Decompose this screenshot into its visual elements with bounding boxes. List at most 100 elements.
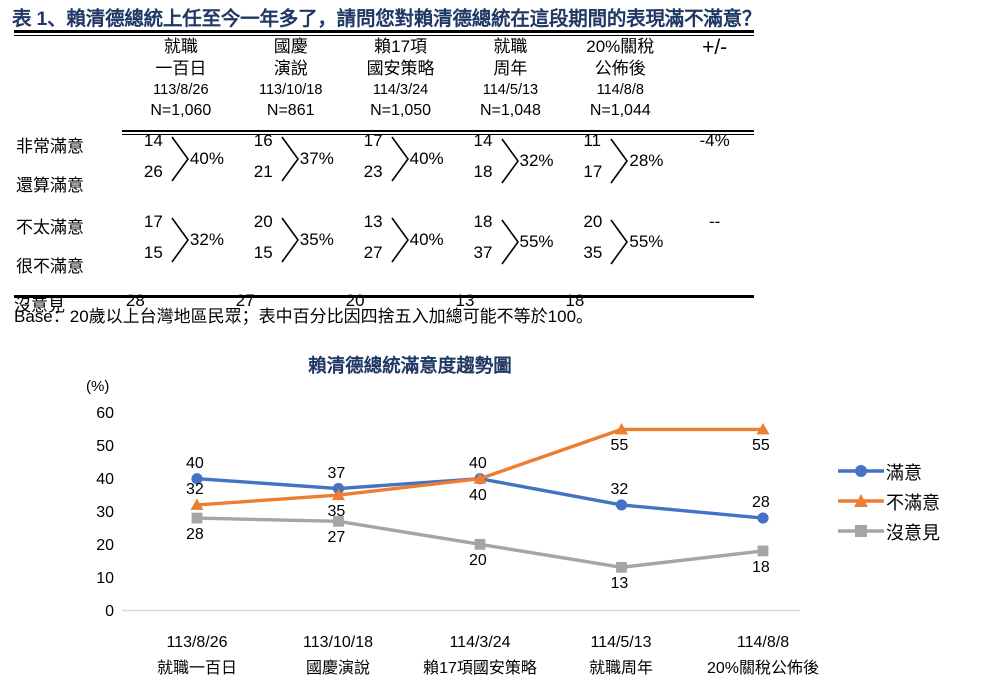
data-label-沒意見-4: 18: [752, 558, 770, 576]
x-category-0: 113/8/26 就職一百日: [156, 634, 237, 677]
page-title: 表 1、賴清德總統上任至今一年多了，請問您對賴清德總統在這段期間的表現滿不滿意？: [12, 8, 762, 30]
data-label-滿意-2: 40: [469, 454, 487, 472]
x-category-2: 114/3/24 賴17項國安策略: [423, 634, 537, 677]
legend-marker-triangle-icon: [838, 494, 884, 507]
data-label-不滿意-4: 55: [752, 437, 770, 455]
brace-icon: [281, 136, 299, 182]
cell-dissatisfied-4: 20 35 55%: [565, 212, 675, 277]
cell-no-opinion-3: 13: [455, 291, 475, 311]
cell-dissatisfied-0: 17 15 32%: [126, 212, 236, 277]
table-top-rule-2: [14, 35, 754, 36]
spacer-row-1: [14, 121, 754, 131]
table-header-rule: [122, 130, 754, 132]
brace-icon: [390, 217, 409, 263]
y-tick-60: 60: [96, 405, 114, 422]
brace-icon: [390, 136, 409, 182]
plusminus-satisfied: -4%: [699, 131, 730, 151]
data-label-沒意見-3: 13: [610, 575, 629, 593]
y-axis-unit: (%): [86, 378, 110, 395]
cell-no-opinion-4: 18: [565, 291, 585, 311]
data-label-滿意-4: 28: [752, 494, 770, 512]
cell-satisfied-1: 16 21 37%: [236, 131, 346, 196]
cell-satisfied-3: 14 18 32%: [456, 131, 566, 196]
corner-cell: [14, 36, 126, 121]
data-label-不滿意-1: 35: [327, 503, 346, 521]
cell-dissatisfied-1: 20 15 35%: [236, 212, 346, 277]
data-point-不滿意-3: [614, 423, 629, 435]
table-row-no-opinion: 沒意見 28 27 20 13 18: [14, 291, 754, 321]
table-bottom-rule: [14, 295, 754, 298]
column-header-2: 賴17項 國安策略 114/3/24 N=1,050: [366, 37, 435, 119]
legend-label-no-opinion: 沒意見: [886, 523, 940, 543]
data-point-沒意見-3: [616, 561, 627, 573]
brace-icon: [610, 138, 629, 184]
row-labels-dissatisfied: 不太滿意 很不滿意: [16, 218, 84, 277]
data-label-不滿意-3: 55: [610, 437, 629, 455]
data-point-不滿意-2: [473, 472, 487, 484]
data-point-沒意見-2: [474, 538, 486, 550]
data-point-滿意-4: [757, 512, 769, 524]
data-point-沒意見-0: [191, 512, 203, 524]
row-label-no-opinion: 沒意見: [14, 296, 65, 316]
cell-satisfied-2: 17 23 40%: [346, 131, 456, 196]
plusminus-header: +/-: [702, 36, 728, 59]
data-point-滿意-0: [191, 473, 203, 485]
chart-title: 賴清德總統滿意度趨勢圖: [308, 355, 512, 376]
data-label-不滿意-2: 40: [469, 486, 487, 504]
spacer-row-2: [14, 196, 754, 212]
brace-icon: [500, 219, 519, 265]
y-tick-0: 0: [105, 603, 114, 620]
x-category-3: 114/5/13 就職周年: [588, 634, 653, 677]
data-label-不滿意-0: 32: [186, 480, 204, 498]
results-table: 就職 一百日 113/8/26 N=1,060 國慶 演說 113/10/18 …: [14, 30, 754, 315]
brace-icon: [610, 219, 629, 265]
legend-marker-square-icon: [838, 525, 884, 537]
data-label-沒意見-0: 28: [186, 526, 204, 544]
cell-satisfied-4: 11 17 28%: [565, 131, 675, 196]
table-header-rule-2: [122, 134, 754, 135]
series-layer: [190, 423, 770, 573]
cell-no-opinion-0: 28: [125, 291, 145, 311]
data-label-沒意見-2: 20: [469, 552, 487, 570]
data-point-滿意-1: [332, 482, 345, 495]
data-point-滿意-3: [615, 499, 628, 511]
cell-dissatisfied-2: 13 27 40%: [346, 212, 456, 277]
column-header-1: 國慶 演說 113/10/18 N=861: [258, 37, 323, 119]
cell-satisfied-0: 14 26 40%: [126, 131, 236, 196]
brace-icon: [500, 138, 519, 184]
row-labels-satisfied: 非常滿意 還算滿意: [16, 137, 84, 196]
cell-no-opinion-2: 20: [345, 291, 365, 311]
data-label-滿意-0: 40: [186, 454, 204, 472]
table-header-row: 就職 一百日 113/8/26 N=1,060 國慶 演說 113/10/18 …: [14, 36, 754, 121]
brace-icon: [281, 217, 299, 263]
data-point-不滿意-4: [756, 423, 770, 435]
chart-plot-svg: [122, 423, 800, 612]
y-tick-50: 50: [96, 438, 114, 455]
column-header-3: 就職 周年 114/5/13 N=1,048: [479, 37, 541, 119]
base-note: Base：20歲以上台灣地區民眾；表中百分比因四捨五入加總可能不等於100。: [14, 307, 594, 326]
brace-icon: [171, 217, 189, 263]
y-tick-40: 40: [96, 471, 114, 488]
data-label-沒意見-1: 27: [327, 529, 346, 547]
data-point-不滿意-1: [331, 488, 346, 501]
cell-no-opinion-1: 27: [235, 291, 255, 311]
cell-dissatisfied-3: 18 37 55%: [456, 212, 566, 277]
poll-table: 就職 一百日 113/8/26 N=1,060 國慶 演說 113/10/18 …: [14, 36, 754, 321]
data-label-滿意-1: 37: [327, 464, 346, 482]
plusminus-no-opinion: [675, 291, 754, 321]
plusminus-dissatisfied: --: [708, 212, 721, 232]
spacer-row-3: [14, 277, 754, 291]
legend-label-dissatisfied: 不滿意: [886, 493, 940, 513]
legend-marker-circle-icon: [838, 465, 884, 477]
data-point-沒意見-1: [333, 515, 344, 527]
trend-chart: 賴清德總統滿意度趨勢圖 (%) 60 50 40 30 20 10 0 40 37…: [0, 352, 1008, 690]
table-top-rule: [14, 30, 754, 33]
data-point-不滿意-0: [190, 498, 204, 510]
y-tick-10: 10: [96, 570, 114, 587]
data-point-沒意見-4: [757, 545, 769, 557]
data-label-滿意-3: 32: [610, 480, 629, 498]
brace-icon: [171, 136, 189, 182]
y-tick-30: 30: [96, 504, 114, 521]
column-header-4: 20%關稅 公佈後 114/8/8 N=1,044: [586, 37, 655, 119]
